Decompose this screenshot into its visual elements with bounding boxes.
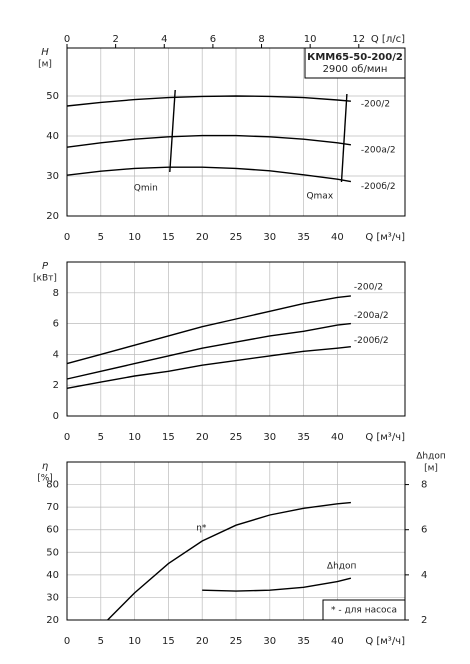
x-tick-label: 35 <box>297 432 310 443</box>
plot-frame <box>66 47 406 217</box>
x-axis-label: Q [м³/ч] <box>365 636 405 647</box>
x-tick-label: 15 <box>162 432 175 443</box>
x-tick-label: 10 <box>128 636 141 647</box>
chart-subtitle: 2900 об/мин <box>323 64 388 75</box>
y-tick-label: 6 <box>53 319 59 330</box>
y-tick-label: 40 <box>46 570 59 581</box>
x-tick-label: 25 <box>230 432 243 443</box>
series-line <box>66 134 352 148</box>
y-tick-label: 50 <box>46 91 59 102</box>
x-tick-label: 20 <box>196 232 209 243</box>
series-line <box>340 93 348 183</box>
x-tick-label: 35 <box>297 636 310 647</box>
x-tick-label: 25 <box>230 636 243 647</box>
x-tick-label: 40 <box>331 432 344 443</box>
x-axis-label: Q [м³/ч] <box>365 432 405 443</box>
x-tick-label: 5 <box>98 636 104 647</box>
x-tick-label: 10 <box>128 432 141 443</box>
series-label: Qmax <box>306 192 333 202</box>
y-axis-label: η <box>42 461 48 472</box>
x2-axis-label: Q [л/с] <box>371 34 405 45</box>
x-tick-label: 30 <box>263 636 276 647</box>
title-box <box>304 47 406 79</box>
x-tick-label: 5 <box>98 232 104 243</box>
series-label: -200а/2 <box>361 145 396 155</box>
x-tick-label: 35 <box>297 232 310 243</box>
y-tick-label: 20 <box>46 211 59 222</box>
series-line <box>107 501 351 621</box>
chart-title: КММ65-50-200/2 <box>307 52 403 63</box>
x2-tick-label: 12 <box>352 34 365 45</box>
y2-tick-label: 4 <box>421 570 427 581</box>
y-tick-label: 4 <box>53 349 59 360</box>
y-tick-label: 30 <box>46 171 59 182</box>
y2-axis-label: Δhдоп <box>416 452 446 462</box>
series-line <box>66 166 352 183</box>
series-label: -200/2 <box>361 100 390 110</box>
y-axis-label: P <box>42 261 49 272</box>
y-tick-label: 50 <box>46 547 59 558</box>
series-line <box>66 322 351 380</box>
note-box <box>322 599 406 621</box>
x-tick-label: 30 <box>263 232 276 243</box>
y-tick-label: 20 <box>46 615 59 626</box>
y-tick-label: 0 <box>53 411 59 422</box>
x2-tick-label: 10 <box>304 34 317 45</box>
x-tick-label: 0 <box>64 432 70 443</box>
x2-tick-label: 0 <box>64 34 70 45</box>
x2-tick-label: 6 <box>210 34 216 45</box>
y-axis-label: H <box>41 47 49 58</box>
series-line <box>66 295 351 365</box>
x2-tick-label: 2 <box>112 34 118 45</box>
series-label: Δhдоп <box>327 562 357 572</box>
series-line <box>169 89 176 173</box>
series-label: -200б/2 <box>354 336 389 346</box>
series-line <box>66 95 351 107</box>
y-tick-label: 70 <box>46 502 59 513</box>
x-tick-label: 15 <box>162 232 175 243</box>
series-label: η* <box>196 524 207 534</box>
note: * - для насоса <box>331 606 397 616</box>
y-axis-unit: [кВт] <box>33 274 57 284</box>
plot-frame <box>66 261 406 417</box>
series-line <box>202 577 352 592</box>
y-axis-unit: [%] <box>37 474 53 484</box>
series-line <box>66 346 351 389</box>
y2-tick-label: 6 <box>421 525 427 536</box>
y-tick-label: 30 <box>46 592 59 603</box>
y-tick-label: 2 <box>53 380 59 391</box>
x-tick-label: 0 <box>64 232 70 243</box>
y2-tick-label: 2 <box>421 615 427 626</box>
y-tick-label: 8 <box>53 288 59 299</box>
x-tick-label: 40 <box>331 636 344 647</box>
series-label: -200/2 <box>354 282 383 292</box>
series-label: -200а/2 <box>354 311 389 321</box>
y-tick-label: 40 <box>46 131 59 142</box>
x-tick-label: 40 <box>331 232 344 243</box>
x-tick-label: 20 <box>196 636 209 647</box>
x-tick-label: 10 <box>128 232 141 243</box>
x-tick-label: 30 <box>263 432 276 443</box>
x2-tick-label: 4 <box>161 34 167 45</box>
y2-axis-unit: [м] <box>424 464 438 474</box>
y-axis-unit: [м] <box>38 60 52 70</box>
x2-tick-label: 8 <box>258 34 264 45</box>
plot-frame <box>66 461 406 621</box>
x-axis-label: Q [м³/ч] <box>365 232 405 243</box>
x-tick-label: 15 <box>162 636 175 647</box>
x-tick-label: 0 <box>64 636 70 647</box>
x-tick-label: 20 <box>196 432 209 443</box>
y2-tick-label: 8 <box>421 480 427 491</box>
x-tick-label: 5 <box>98 432 104 443</box>
y-tick-label: 80 <box>46 480 59 491</box>
x-tick-label: 25 <box>230 232 243 243</box>
series-label: Qmin <box>134 184 158 194</box>
series-label: -200б/2 <box>361 182 396 192</box>
y-tick-label: 60 <box>46 525 59 536</box>
